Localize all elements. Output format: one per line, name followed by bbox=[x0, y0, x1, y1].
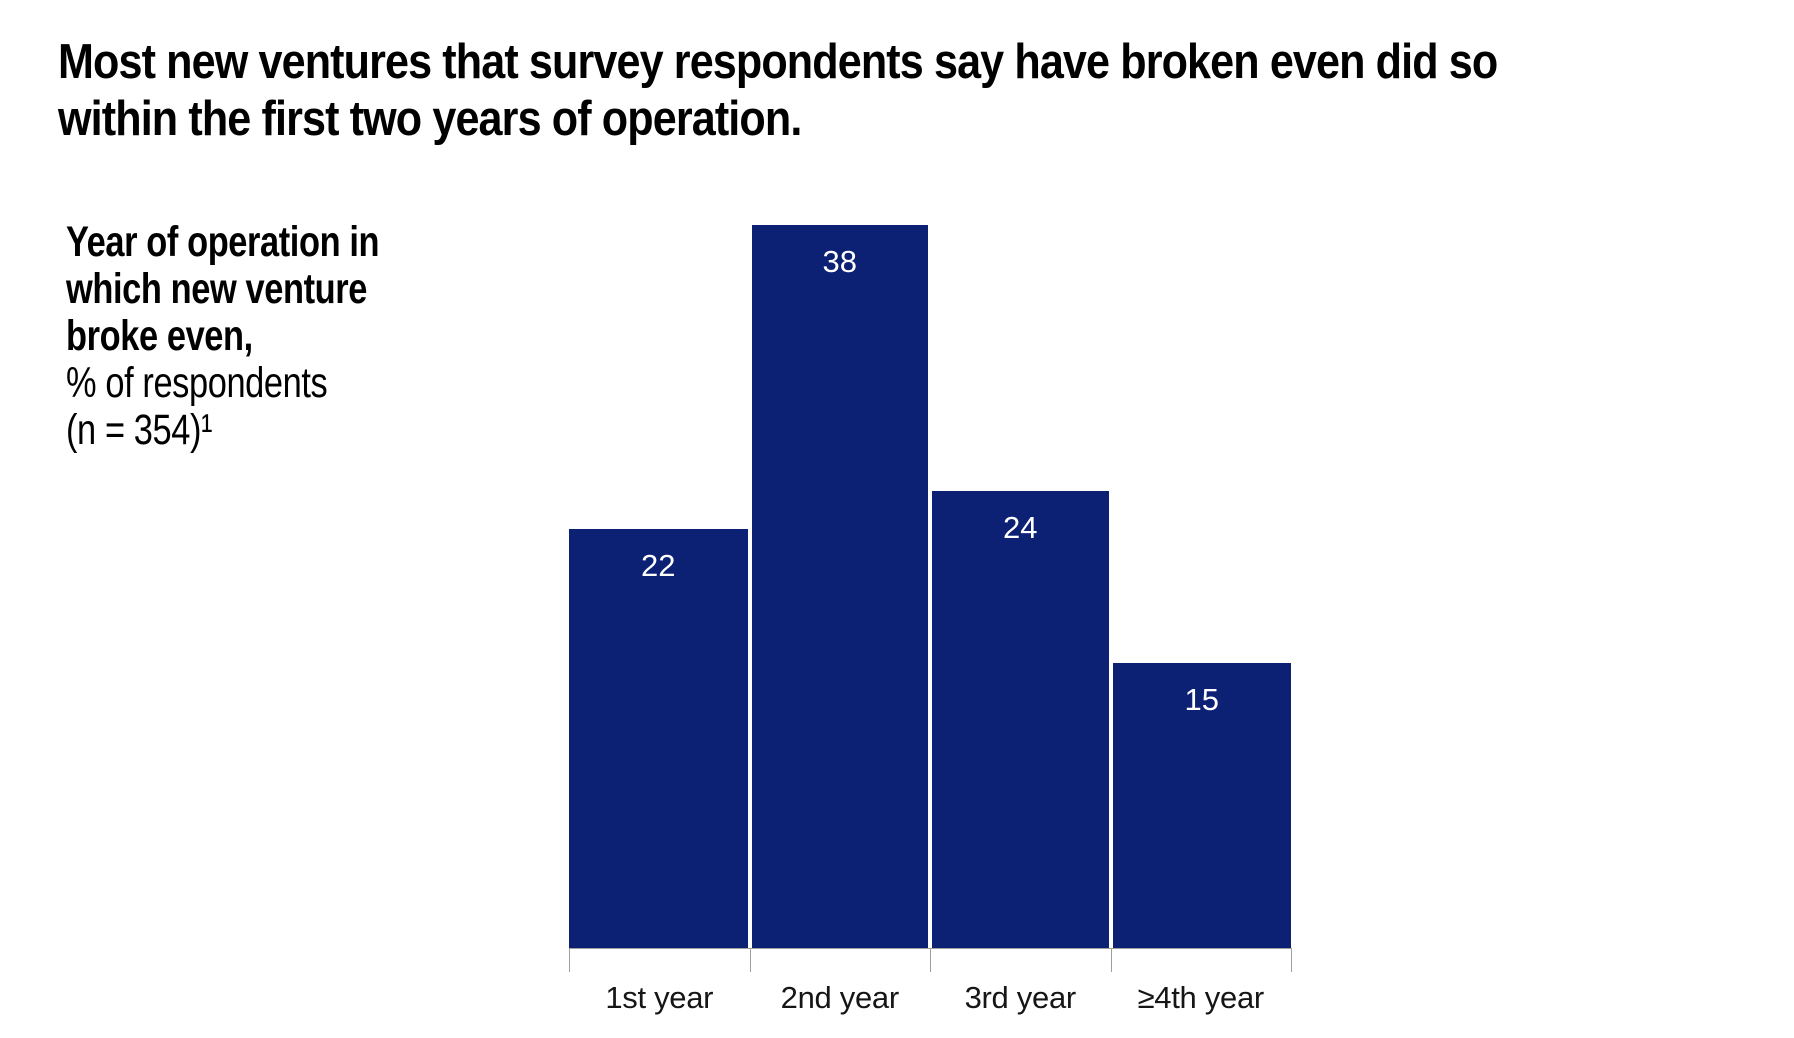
x-axis-tick bbox=[749, 948, 751, 972]
bar-value-label: 15 bbox=[1184, 681, 1219, 717]
x-axis-label: 2nd year bbox=[780, 980, 900, 1015]
chart-label-sample: (n = 354)¹ bbox=[66, 406, 213, 454]
x-axis-label: 1st year bbox=[605, 980, 714, 1015]
bar: 22 bbox=[569, 529, 748, 948]
exhibit-title-text: Most new ventures that survey respondent… bbox=[58, 35, 1498, 146]
bar-value-label: 24 bbox=[1003, 510, 1038, 546]
bar: 38 bbox=[751, 225, 928, 948]
x-axis-label: 3rd year bbox=[964, 980, 1077, 1015]
x-axis-tick bbox=[569, 948, 570, 972]
bar-value-label: 38 bbox=[822, 244, 857, 279]
chart-label-unit: % of respondents bbox=[66, 359, 328, 407]
exhibit-title: Most new ventures that survey respondent… bbox=[58, 34, 1694, 148]
x-axis-tick bbox=[1110, 948, 1112, 972]
chart-label-bold: Year of operation in which new venture b… bbox=[66, 218, 380, 360]
x-axis-tick bbox=[930, 948, 931, 972]
bar: 24 bbox=[932, 491, 1109, 948]
x-axis-label: ≥4th year bbox=[1137, 980, 1265, 1015]
bar-value-label: 22 bbox=[641, 548, 676, 584]
bar: 15 bbox=[1112, 662, 1291, 948]
x-axis-tick bbox=[1291, 948, 1292, 972]
chart-label-block: Year of operation in which new venture b… bbox=[66, 219, 457, 454]
